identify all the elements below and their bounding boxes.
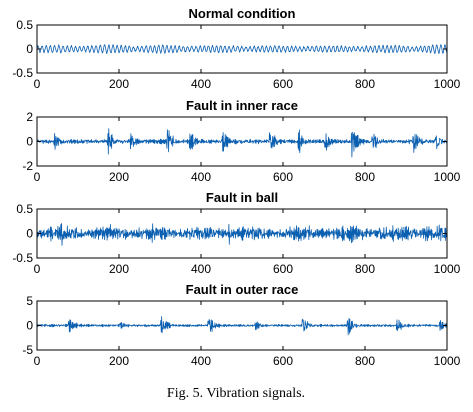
y-tick-label: 0 [26,319,33,333]
x-tick-label: 400 [191,262,211,276]
x-tick-label: 400 [191,354,211,368]
chart-title: Fault in outer race [186,282,299,297]
y-tick-label: 0 [26,227,33,241]
x-tick-label: 400 [191,77,211,91]
x-tick-label: 1000 [434,77,461,91]
x-tick-label: 600 [273,262,293,276]
x-tick-label: 1000 [434,170,461,184]
x-tick-label: 200 [109,354,129,368]
y-tick-label: 0 [26,135,33,149]
x-tick-label: 800 [355,170,375,184]
x-tick-label: 200 [109,262,129,276]
y-tick-label: -2 [22,159,33,173]
x-tick-label: 0 [34,170,41,184]
plot-frame [36,24,448,74]
x-tick-label: 200 [109,170,129,184]
y-tick-label: 0.5 [16,18,33,32]
x-tick-label: 0 [34,77,41,91]
x-tick-label: 200 [109,77,129,91]
x-tick-label: 800 [355,77,375,91]
y-tick-label: -0.5 [12,66,33,80]
x-tick-label: 0 [34,262,41,276]
y-tick-label: -5 [22,343,33,357]
y-tick-label: 5 [26,294,33,308]
y-tick-label: 0 [26,42,33,56]
x-tick-label: 600 [273,77,293,91]
chart-title: Fault in inner race [186,98,298,113]
x-tick-label: 0 [34,354,41,368]
chart-title: Fault in ball [206,190,278,205]
signal-line [36,128,448,158]
y-tick-label: -0.5 [12,251,33,265]
y-tick-label: 2 [26,110,33,124]
signal-line [36,44,448,55]
x-tick-label: 800 [355,354,375,368]
x-tick-label: 1000 [434,354,461,368]
x-tick-label: 1000 [434,262,461,276]
figure-caption: Fig. 5. Vibration signals. [167,386,305,401]
y-tick-label: 0.5 [16,202,33,216]
x-tick-label: 800 [355,262,375,276]
signal-line [36,316,448,336]
x-tick-label: 400 [191,170,211,184]
signal-line [36,223,448,246]
x-tick-label: 600 [273,170,293,184]
chart-title: Normal condition [189,6,296,21]
x-tick-label: 600 [273,354,293,368]
